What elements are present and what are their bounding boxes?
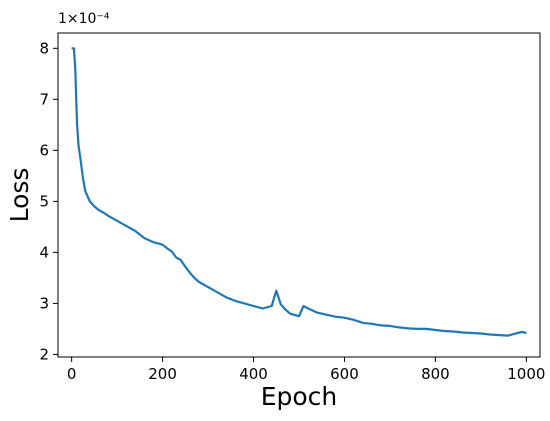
x-tick-label: 200: [148, 365, 177, 383]
y-tick-label: 8: [39, 39, 49, 57]
y-tick-label: 7: [39, 90, 49, 108]
x-tick-label: 1000: [507, 365, 545, 383]
loss-series-line-0: [71, 47, 527, 337]
y-tick-label: 2: [39, 345, 49, 363]
y-axis: 2 3 4 5 6 7 8: [39, 39, 58, 363]
x-tick-label: 800: [421, 365, 450, 383]
plot-frame: [57, 32, 541, 358]
chart-marks: [71, 47, 527, 337]
x-axis: 0 200 400 600 800 1000: [67, 357, 545, 383]
y-offset-label: 1×10⁻⁴: [58, 11, 110, 27]
y-axis-title: Loss: [5, 168, 34, 223]
y-tick-label: 5: [39, 192, 49, 210]
y-tick-label: 6: [39, 141, 49, 159]
x-tick-label: 600: [330, 365, 359, 383]
x-tick-label: 0: [67, 365, 77, 383]
x-axis-title: Epoch: [261, 382, 338, 411]
y-tick-label: 3: [39, 294, 49, 312]
y-tick-label: 4: [39, 243, 49, 261]
x-tick-label: 400: [239, 365, 268, 383]
